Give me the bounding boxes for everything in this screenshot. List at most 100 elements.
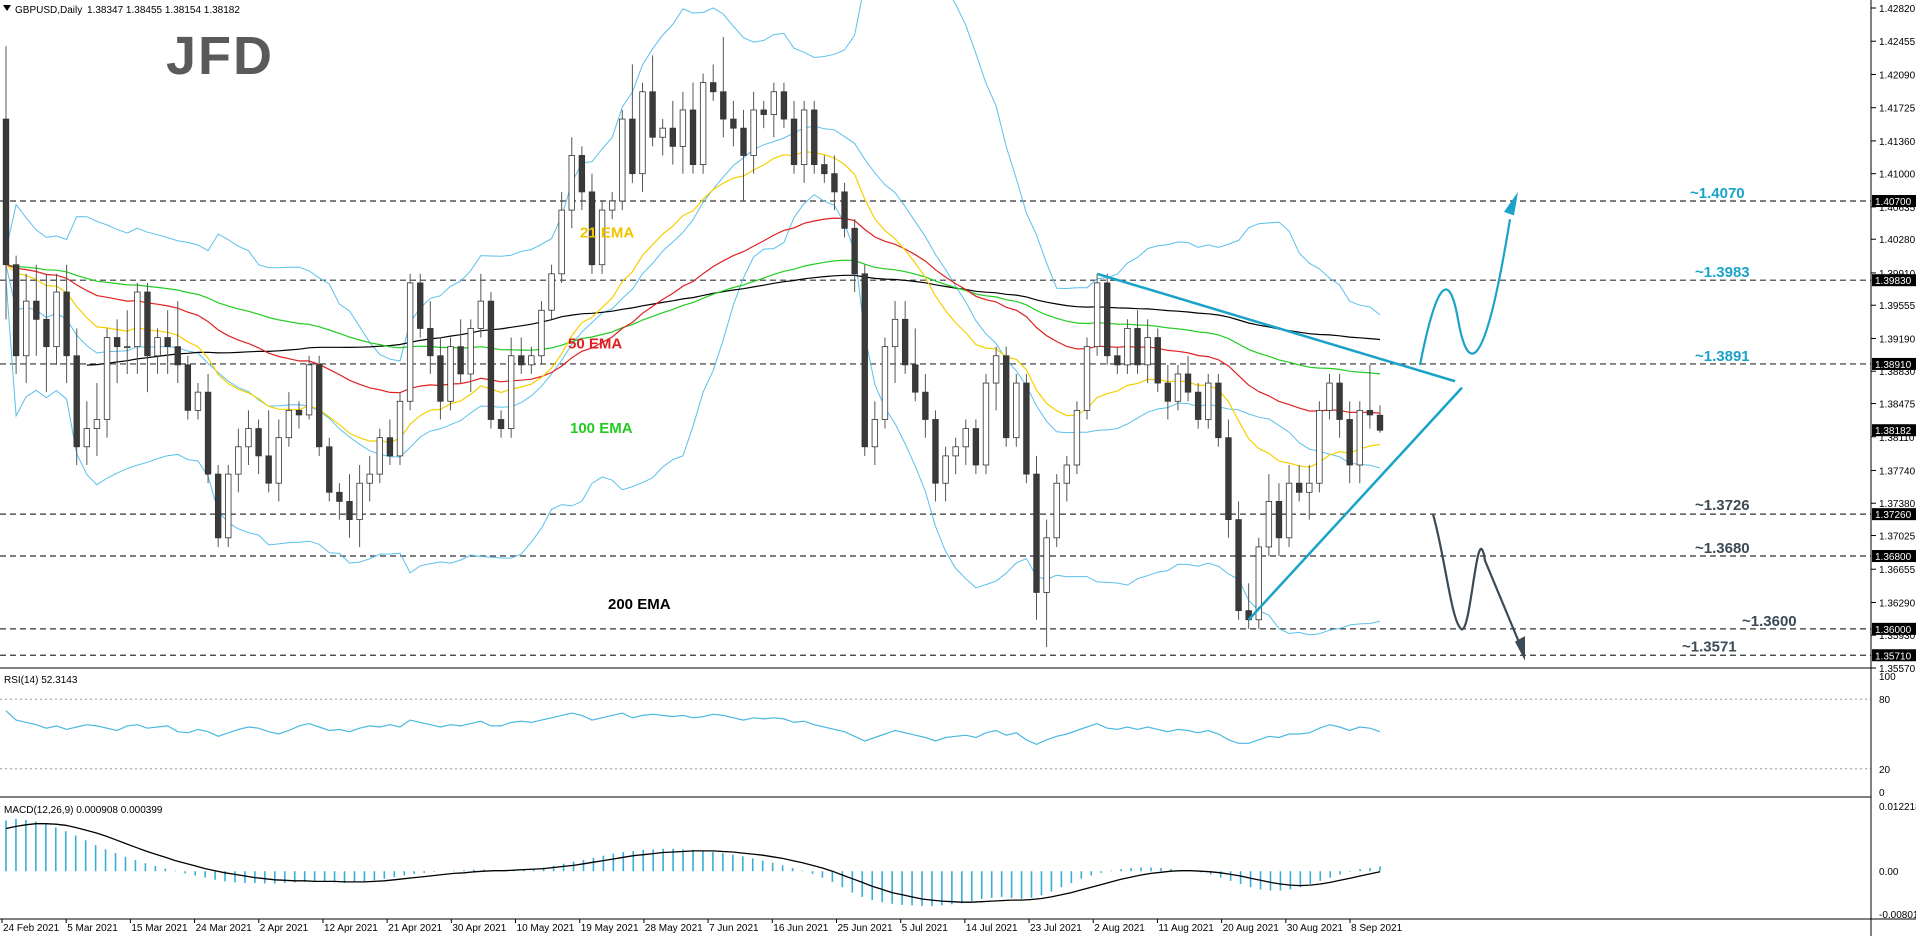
bullish-candle[interactable] [194, 391, 202, 411]
bullish-candle[interactable] [952, 446, 959, 457]
bullish-candle[interactable] [467, 328, 474, 375]
bullish-candle[interactable] [406, 282, 414, 402]
bearish-candle[interactable] [204, 391, 212, 475]
bullish-candle[interactable] [447, 346, 454, 402]
bearish-candle[interactable] [295, 409, 303, 416]
bullish-candle[interactable] [275, 437, 282, 484]
bullish-candle[interactable] [1306, 482, 1313, 493]
bearish-candle[interactable] [427, 328, 434, 357]
bullish-candle[interactable] [225, 473, 232, 539]
bullish-candle[interactable] [770, 91, 778, 115]
bullish-candle[interactable] [679, 109, 687, 147]
bearish-candle[interactable] [932, 419, 939, 484]
bearish-candle[interactable] [649, 91, 656, 138]
bullish-candle[interactable] [942, 455, 949, 484]
bearish-candle[interactable] [437, 355, 444, 402]
bearish-candle[interactable] [1164, 382, 1172, 402]
bullish-candle[interactable] [608, 200, 616, 211]
bullish-candle[interactable] [639, 91, 646, 175]
bearish-candle[interactable] [1235, 519, 1242, 612]
bearish-candle[interactable] [861, 273, 868, 448]
bearish-candle[interactable] [386, 437, 394, 457]
bearish-candle[interactable] [1295, 482, 1303, 493]
bearish-candle[interactable] [497, 419, 505, 429]
bearish-candle[interactable] [669, 127, 676, 147]
bearish-candle[interactable] [1376, 414, 1384, 431]
bullish-candle[interactable] [598, 209, 606, 266]
bearish-candle[interactable] [487, 300, 495, 420]
bearish-candle[interactable] [184, 364, 192, 411]
bullish-candle[interactable] [992, 355, 1000, 384]
bearish-candle[interactable] [760, 109, 767, 115]
bullish-candle[interactable] [507, 355, 515, 429]
bullish-candle[interactable] [750, 109, 757, 156]
bullish-candle[interactable] [396, 400, 404, 457]
bearish-candle[interactable] [113, 337, 121, 348]
bearish-candle[interactable] [12, 264, 20, 357]
bearish-candle[interactable] [1275, 501, 1283, 539]
bearish-candle[interactable] [1366, 409, 1374, 416]
bearish-candle[interactable] [336, 491, 343, 502]
bearish-candle[interactable] [265, 455, 272, 484]
bearish-candle[interactable] [922, 391, 929, 420]
bullish-candle[interactable] [1043, 537, 1050, 593]
bullish-candle[interactable] [881, 346, 889, 420]
bearish-candle[interactable] [417, 282, 424, 329]
bearish-candle[interactable] [2, 118, 10, 266]
bullish-candle[interactable] [154, 337, 161, 357]
bullish-candle[interactable] [1124, 328, 1131, 366]
bearish-candle[interactable] [73, 355, 80, 448]
bullish-candle[interactable] [871, 419, 879, 448]
bullish-candle[interactable] [699, 82, 707, 165]
bullish-candle[interactable] [83, 428, 91, 448]
bullish-candle[interactable] [305, 364, 313, 416]
bearish-candle[interactable] [588, 191, 596, 266]
bullish-candle[interactable] [538, 309, 545, 357]
bullish-candle[interactable] [53, 291, 60, 348]
bullish-candle[interactable] [528, 355, 535, 366]
bearish-candle[interactable] [821, 164, 828, 175]
bearish-candle[interactable] [144, 291, 151, 357]
bullish-candle[interactable] [1265, 501, 1273, 548]
bearish-candle[interactable] [346, 501, 353, 521]
bearish-candle[interactable] [1184, 373, 1192, 393]
bullish-candle[interactable] [477, 300, 485, 329]
bearish-candle[interactable] [164, 337, 171, 348]
bullish-candle[interactable] [1093, 282, 1101, 348]
bullish-candle[interactable] [1255, 546, 1262, 621]
bearish-candle[interactable] [1003, 355, 1010, 439]
bearish-candle[interactable] [578, 155, 586, 193]
bearish-candle[interactable] [1104, 282, 1111, 357]
bullish-candle[interactable] [1326, 382, 1333, 411]
bullish-candle[interactable] [1053, 482, 1060, 539]
bullish-candle[interactable] [356, 482, 363, 521]
bullish-candle[interactable] [982, 382, 990, 466]
bearish-candle[interactable] [316, 364, 323, 448]
bearish-candle[interactable] [1215, 382, 1222, 439]
bearish-candle[interactable] [174, 346, 181, 366]
bearish-candle[interactable] [912, 364, 919, 393]
bullish-candle[interactable] [1144, 337, 1151, 366]
bearish-candle[interactable] [730, 118, 737, 129]
bearish-candle[interactable] [629, 118, 636, 175]
bearish-candle[interactable] [831, 173, 838, 193]
bearish-candle[interactable] [1225, 437, 1232, 521]
bearish-candle[interactable] [811, 109, 818, 165]
bearish-candle[interactable] [851, 227, 858, 275]
candlesticks[interactable] [2, 37, 1384, 648]
bearish-candle[interactable] [901, 318, 909, 366]
bullish-candle[interactable] [558, 209, 565, 275]
bullish-candle[interactable] [285, 409, 293, 439]
bearish-candle[interactable] [457, 346, 464, 375]
bullish-candle[interactable] [93, 419, 101, 429]
bullish-candle[interactable] [134, 291, 141, 348]
bearish-candle[interactable] [255, 428, 262, 457]
bullish-candle[interactable] [800, 109, 808, 165]
bearish-candle[interactable] [780, 91, 788, 120]
bearish-candle[interactable] [841, 191, 848, 229]
macd-pane[interactable]: MACD(12,26,9) 0.000908 0.000399 0.012218 0… [4, 802, 1916, 921]
bullish-candle[interactable] [891, 318, 899, 348]
bullish-candle[interactable] [1073, 409, 1081, 466]
